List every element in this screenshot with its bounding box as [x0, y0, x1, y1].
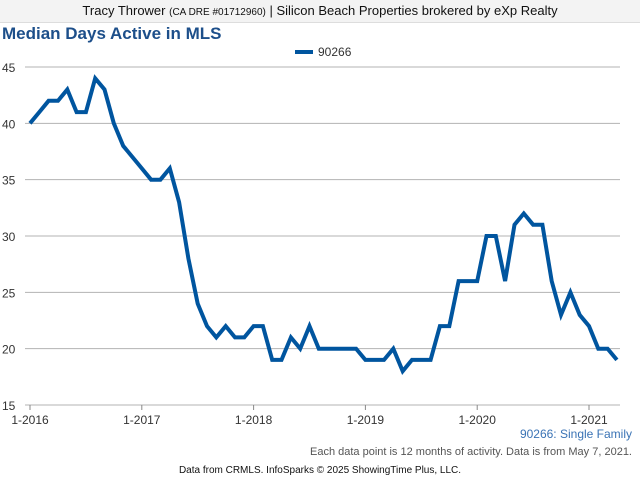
chart-title: Median Days Active in MLS: [2, 24, 222, 43]
y-tick-label: 40: [2, 117, 16, 131]
x-tick-label: 1-2019: [347, 413, 385, 427]
legend-label: 90266: [318, 45, 352, 59]
y-tick-label: 20: [2, 343, 16, 357]
header-bar: Tracy Thrower (CA DRE #01712960) | Silic…: [0, 0, 640, 23]
x-tick-label: 1-2018: [235, 413, 273, 427]
legend: 90266: [295, 45, 351, 59]
y-tick-label: 30: [2, 230, 16, 244]
agent-name: Tracy Thrower: [82, 3, 166, 18]
x-tick-label: 1-2021: [570, 413, 608, 427]
y-tick-label: 25: [2, 286, 16, 300]
data-note: Each data point is 12 months of activity…: [309, 446, 632, 458]
y-tick-label: 45: [2, 61, 16, 75]
x-tick-label: 1-2020: [459, 413, 497, 427]
y-tick-label: 35: [2, 174, 16, 188]
x-tick-label: 1-2016: [11, 413, 49, 427]
legend-swatch: [295, 50, 313, 54]
x-tick-label: 1-2017: [123, 413, 161, 427]
y-tick-label: 15: [2, 399, 16, 413]
series-subtitle: 90266: Single Family: [519, 427, 632, 441]
footer: Data from CRMLS. InfoSparks © 2025 Showi…: [178, 465, 462, 476]
series-line-90266: [28, 74, 619, 376]
agent-license: (CA DRE #01712960): [169, 7, 266, 18]
brokerage: | Silicon Beach Properties brokered by e…: [269, 3, 558, 18]
